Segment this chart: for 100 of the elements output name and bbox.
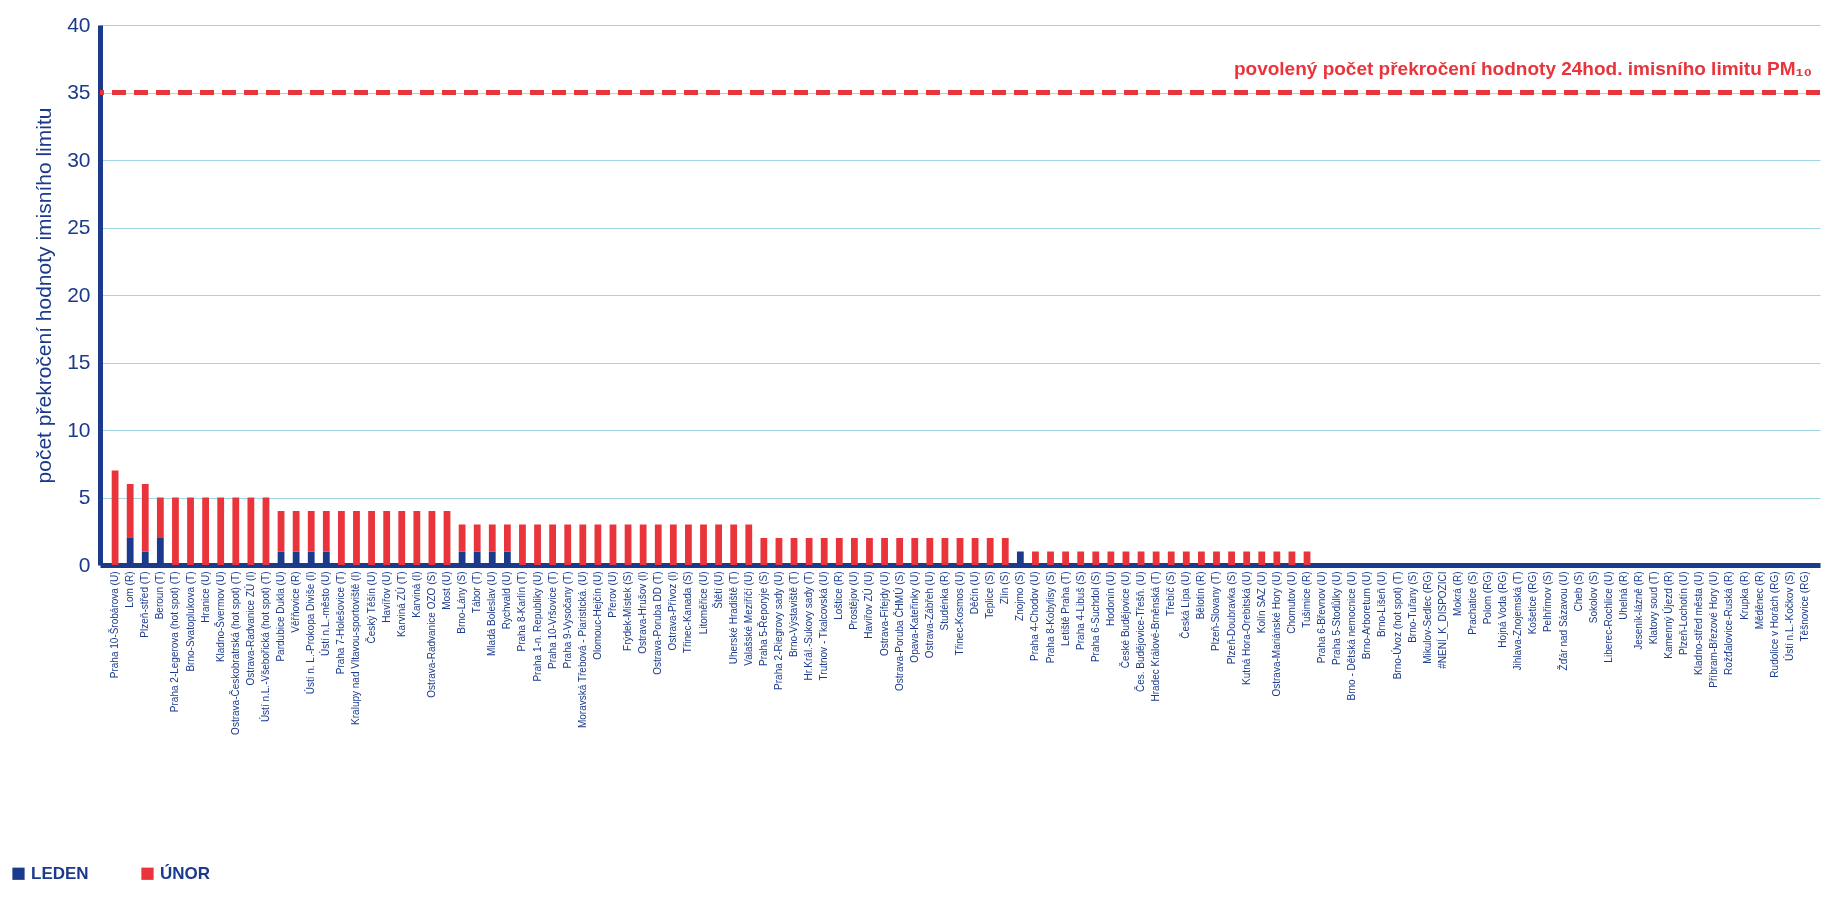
x-tick-label: Věřňovice (R) <box>290 571 302 633</box>
x-tick-label: Prachatice (S) <box>1466 571 1478 635</box>
bar <box>579 524 587 565</box>
x-tick-label: Praha 2-Legerova (hot spot) (T) <box>169 571 181 713</box>
x-tick-label: Kutná Hora-Orebitská (U) <box>1240 571 1252 685</box>
x-tick-label: Polom (RG) <box>1482 571 1494 625</box>
bar <box>172 497 179 565</box>
bar <box>458 524 466 552</box>
x-tick-label: Praha 4-Libuš (S) <box>1074 571 1086 650</box>
x-tick-label: Beroun (T) <box>154 571 166 620</box>
x-tick-label: Chomutov (U) <box>1285 571 1297 634</box>
legend-label: ÚNOR <box>160 863 211 883</box>
x-tick-label: Hojná Voda (RG) <box>1497 571 1509 648</box>
x-tick-label: Ostrava-Hrušov (I) <box>637 571 649 654</box>
x-tick-label: Ostrava-Přívoz (I) <box>667 571 679 651</box>
x-tick-label: Uhelná (R) <box>1617 571 1629 620</box>
x-tick-label: Kladno-Švermov (U) <box>213 571 226 663</box>
bar <box>1213 551 1220 565</box>
bar <box>519 524 526 565</box>
x-tick-label: Měděnec (R) <box>1753 571 1765 630</box>
x-tick-label: Pelhřimov (S) <box>1542 571 1554 633</box>
bar <box>232 497 240 565</box>
bar <box>534 524 541 565</box>
x-tick-label: #NENÍ_K_DISPOZICI <box>1435 571 1448 669</box>
x-tick-label: Ústí n.L.-Všebořická (hot spot) (T) <box>258 571 271 723</box>
x-tick-label: Žďár nad Sázavou (U) <box>1556 571 1569 671</box>
x-tick-label: Sokolov (S) <box>1587 571 1599 624</box>
bar <box>700 524 707 565</box>
x-tick-label: Rychvald (U) <box>501 571 513 630</box>
x-tick-label: Český Těšín (U) <box>364 571 377 644</box>
x-tick-label: Most (U) <box>441 571 453 610</box>
x-tick-label: Ostrava-Radvanice OZO (S) <box>425 571 437 698</box>
x-tick-label: Prostějov (U) <box>848 571 860 630</box>
bar <box>398 511 406 565</box>
bar <box>926 538 934 565</box>
x-tick-label: Brno-Líšeň (U) <box>1376 571 1388 638</box>
bar <box>156 497 164 538</box>
x-tick-label: Studénka (R) <box>938 571 950 631</box>
y-tick-label: 5 <box>78 485 91 508</box>
x-tick-label: Česká Lípa (U) <box>1179 571 1192 639</box>
x-tick-label: Čes. Budějovice-Třešň. (U) <box>1134 571 1147 693</box>
x-tick-label: Hodonín (U) <box>1104 571 1116 626</box>
x-tick-label: Praha 6-Suchdol (S) <box>1089 571 1101 663</box>
x-tick-label: Ostrava-Zábřeh (U) <box>923 571 935 659</box>
x-tick-label: Havířov (U) <box>380 571 392 623</box>
x-tick-label: Brno-Svatoplukova (T) <box>184 571 196 672</box>
bar <box>760 538 768 565</box>
bar <box>1047 551 1054 565</box>
x-tick-label: Plzeň-Doubravka (S) <box>1225 571 1237 665</box>
y-tick-label: 0 <box>78 552 91 576</box>
bar <box>1032 551 1039 565</box>
x-tick-label: Kamenný Újezd (R) <box>1662 571 1675 659</box>
x-tick-label: Karviná (I) <box>410 571 422 618</box>
bar <box>730 524 738 565</box>
bar <box>503 524 511 552</box>
bar <box>715 524 722 565</box>
bar <box>307 511 315 552</box>
x-tick-label: Mokrá (R) <box>1451 571 1463 616</box>
bar <box>338 511 345 565</box>
x-tick-label: Olomouc-Hejčín (U) <box>591 571 603 660</box>
x-tick-label: Cheb (S) <box>1572 571 1584 612</box>
x-tick-label: Litoměřice (U) <box>697 571 709 635</box>
x-tick-label: Moravská Třebová - Piaristická. (U) <box>576 571 588 729</box>
legend-label: LEDEN <box>31 863 89 883</box>
x-tick-label: Brno-Úvoz (hot spot) (T) <box>1390 571 1403 680</box>
x-tick-label: Třinec-Kosmos (U) <box>954 571 965 656</box>
x-tick-label: Bělotín (R) <box>1195 571 1207 620</box>
bar <box>564 524 572 565</box>
x-tick-label: Valašské Meziříčí (U) <box>742 571 754 666</box>
x-tick-label: Štětí (U) <box>711 571 724 609</box>
x-tick-label: Plzeň-Lochotín (U) <box>1678 571 1690 655</box>
x-tick-label: Trutnov - Tkalcovská (U) <box>818 571 830 681</box>
x-tick-label: Znojmo (S) <box>1014 571 1026 621</box>
x-tick-label: Praha 1-n. Republiky (U) <box>531 571 543 682</box>
y-tick-label: 35 <box>67 80 91 103</box>
bar <box>896 538 904 565</box>
bar <box>473 524 481 552</box>
bar <box>187 497 194 565</box>
x-tick-label: Rudolice v Horách (RG) <box>1768 571 1780 678</box>
bar <box>488 524 496 552</box>
x-tick-label: Praha 10-Šrobárova (U) <box>108 571 121 679</box>
y-tick-label: 40 <box>67 12 91 36</box>
x-tick-label: Tábor (T) <box>471 571 483 614</box>
x-tick-label: Pardubice Dukla (U) <box>275 571 287 662</box>
x-tick-label: Frýdek-Místek (S) <box>622 571 634 651</box>
x-tick-label: Uherské Hradiště (T) <box>727 571 739 665</box>
bar <box>292 511 300 552</box>
bar <box>881 538 888 565</box>
x-tick-label: Teplice (S) <box>984 571 996 619</box>
bar <box>141 484 149 552</box>
x-tick-label: Kolín SAZ (U) <box>1255 571 1267 634</box>
y-tick-label: 15 <box>67 350 91 373</box>
x-tick-label: Jihlava-Znojemská (T) <box>1512 571 1524 671</box>
x-tick-label: Klatovy soud (T) <box>1648 571 1660 645</box>
x-tick-label: Ostrava-Poruba ČHMÚ (S) <box>892 571 905 691</box>
bar <box>1092 551 1100 565</box>
x-tick-label: Ostrava-Fifejdy (U) <box>878 571 890 656</box>
x-tick-label: Zlín (S) <box>999 571 1011 605</box>
x-tick-label: Ostrava-Českobratrská (hot spot) (T) <box>228 571 241 735</box>
x-tick-label: Třinec-Kanada (S) <box>682 571 694 654</box>
